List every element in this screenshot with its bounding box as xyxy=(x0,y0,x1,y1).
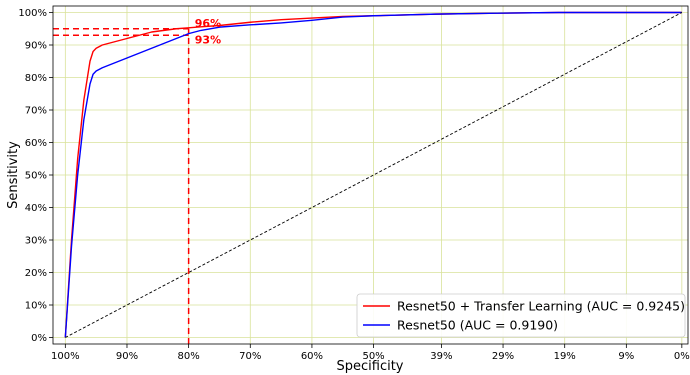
x-tick-label: 19% xyxy=(554,351,576,362)
y-axis-title: Sensitivity xyxy=(6,141,21,209)
annotations: 96%93% xyxy=(195,17,221,46)
y-tick-label: 50% xyxy=(25,171,47,182)
x-ticks: 100% 90% 80% 70% 60% 50% 39% 29% 19% 9% 0% xyxy=(51,344,690,362)
series-line-1 xyxy=(64,11,682,338)
x-tick-label: 29% xyxy=(492,351,514,362)
chance-diagonal-line xyxy=(65,12,683,338)
y-tick-label: 70% xyxy=(25,106,47,117)
x-axis-title: Specificity xyxy=(337,359,404,374)
series-lines xyxy=(64,11,683,338)
x-tick-label: 80% xyxy=(178,351,200,362)
x-tick-label: 50% xyxy=(362,351,384,362)
y-tick-label: 0% xyxy=(31,333,47,344)
legend-label: Resnet50 + Transfer Learning (AUC = 0.92… xyxy=(397,299,685,314)
x-tick-label: 100% xyxy=(51,351,80,362)
annotation-label: 96% xyxy=(195,17,221,30)
y-tick-label: 20% xyxy=(25,268,47,279)
y-tick-label: 40% xyxy=(25,203,47,214)
x-tick-label: 39% xyxy=(430,351,452,362)
reference-lines xyxy=(53,28,190,344)
y-tick-label: 10% xyxy=(25,301,47,312)
x-tick-label: 70% xyxy=(239,351,261,362)
y-ticks: 0% 10% 20% 30% 40% 50% 60% 70% 80% 90% 100% xyxy=(18,8,53,344)
x-tick-label: 60% xyxy=(301,351,323,362)
x-tick-label: 9% xyxy=(618,351,634,362)
x-tick-label: 0% xyxy=(674,351,690,362)
annotation-label: 93% xyxy=(195,33,221,46)
legend: Resnet50 + Transfer Learning (AUC = 0.92… xyxy=(356,293,686,338)
y-tick-label: 60% xyxy=(25,138,47,149)
legend-box xyxy=(356,293,686,338)
y-tick-label: 90% xyxy=(25,41,47,52)
y-tick-label: 30% xyxy=(25,236,47,247)
y-tick-label: 80% xyxy=(25,73,47,84)
x-tick-label: 90% xyxy=(116,351,138,362)
y-tick-label: 100% xyxy=(18,8,47,19)
legend-label: Resnet50 (AUC = 0.9190) xyxy=(397,318,558,333)
